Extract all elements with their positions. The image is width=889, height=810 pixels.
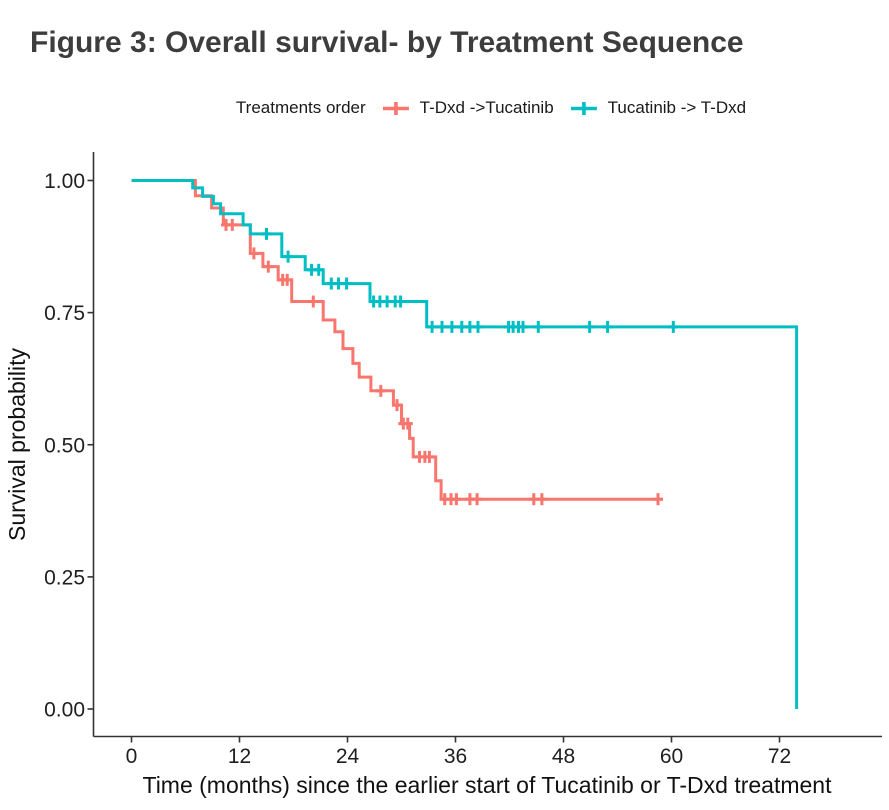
x-tick-label: 36 — [444, 745, 467, 768]
x-axis-title: Time (months) since the earlier start of… — [143, 772, 833, 798]
x-tick-label: 72 — [768, 745, 791, 768]
survival-curve-series-0 — [131, 179, 663, 506]
y-axis-title: Survival probability — [4, 347, 30, 541]
km-step-curve — [131, 179, 663, 501]
x-tick-label: 12 — [228, 745, 251, 768]
figure-title: Figure 3: Overall survival- by Treatment… — [30, 26, 744, 59]
legend-label-tucatinib-first: Tucatinib -> T-Dxd — [607, 98, 747, 117]
x-tick-label: 0 — [126, 745, 138, 768]
survival-curve-series-1 — [131, 179, 799, 709]
y-tick-label: 0.75 — [44, 302, 85, 325]
axes: 1.00 0.75 0.50 0.25 0.00 0 12 24 36 48 60 72 — [44, 152, 882, 768]
legend-title: Treatments order — [235, 98, 366, 117]
survival-curves — [131, 179, 799, 709]
y-tick-label: 0.50 — [44, 434, 85, 457]
censor-plus-icon — [382, 101, 409, 115]
x-tick-label: 24 — [336, 745, 360, 768]
y-tick-label: 1.00 — [44, 170, 85, 193]
censor-plus-icon — [570, 101, 597, 115]
legend-label-tdxd-first: T-Dxd ->Tucatinib — [419, 98, 554, 117]
legend-item-tdxd-first: T-Dxd ->Tucatinib — [382, 98, 554, 118]
y-tick-label: 0.00 — [44, 699, 85, 722]
x-tick-label: 60 — [660, 745, 683, 768]
km-step-curve — [131, 179, 799, 709]
legend: Treatments order T-Dxd ->Tucatinib Tucat… — [236, 98, 746, 118]
legend-item-tucatinib-first: Tucatinib -> T-Dxd — [570, 98, 746, 118]
y-tick-label: 0.25 — [44, 566, 85, 589]
x-tick-label: 48 — [552, 745, 575, 768]
